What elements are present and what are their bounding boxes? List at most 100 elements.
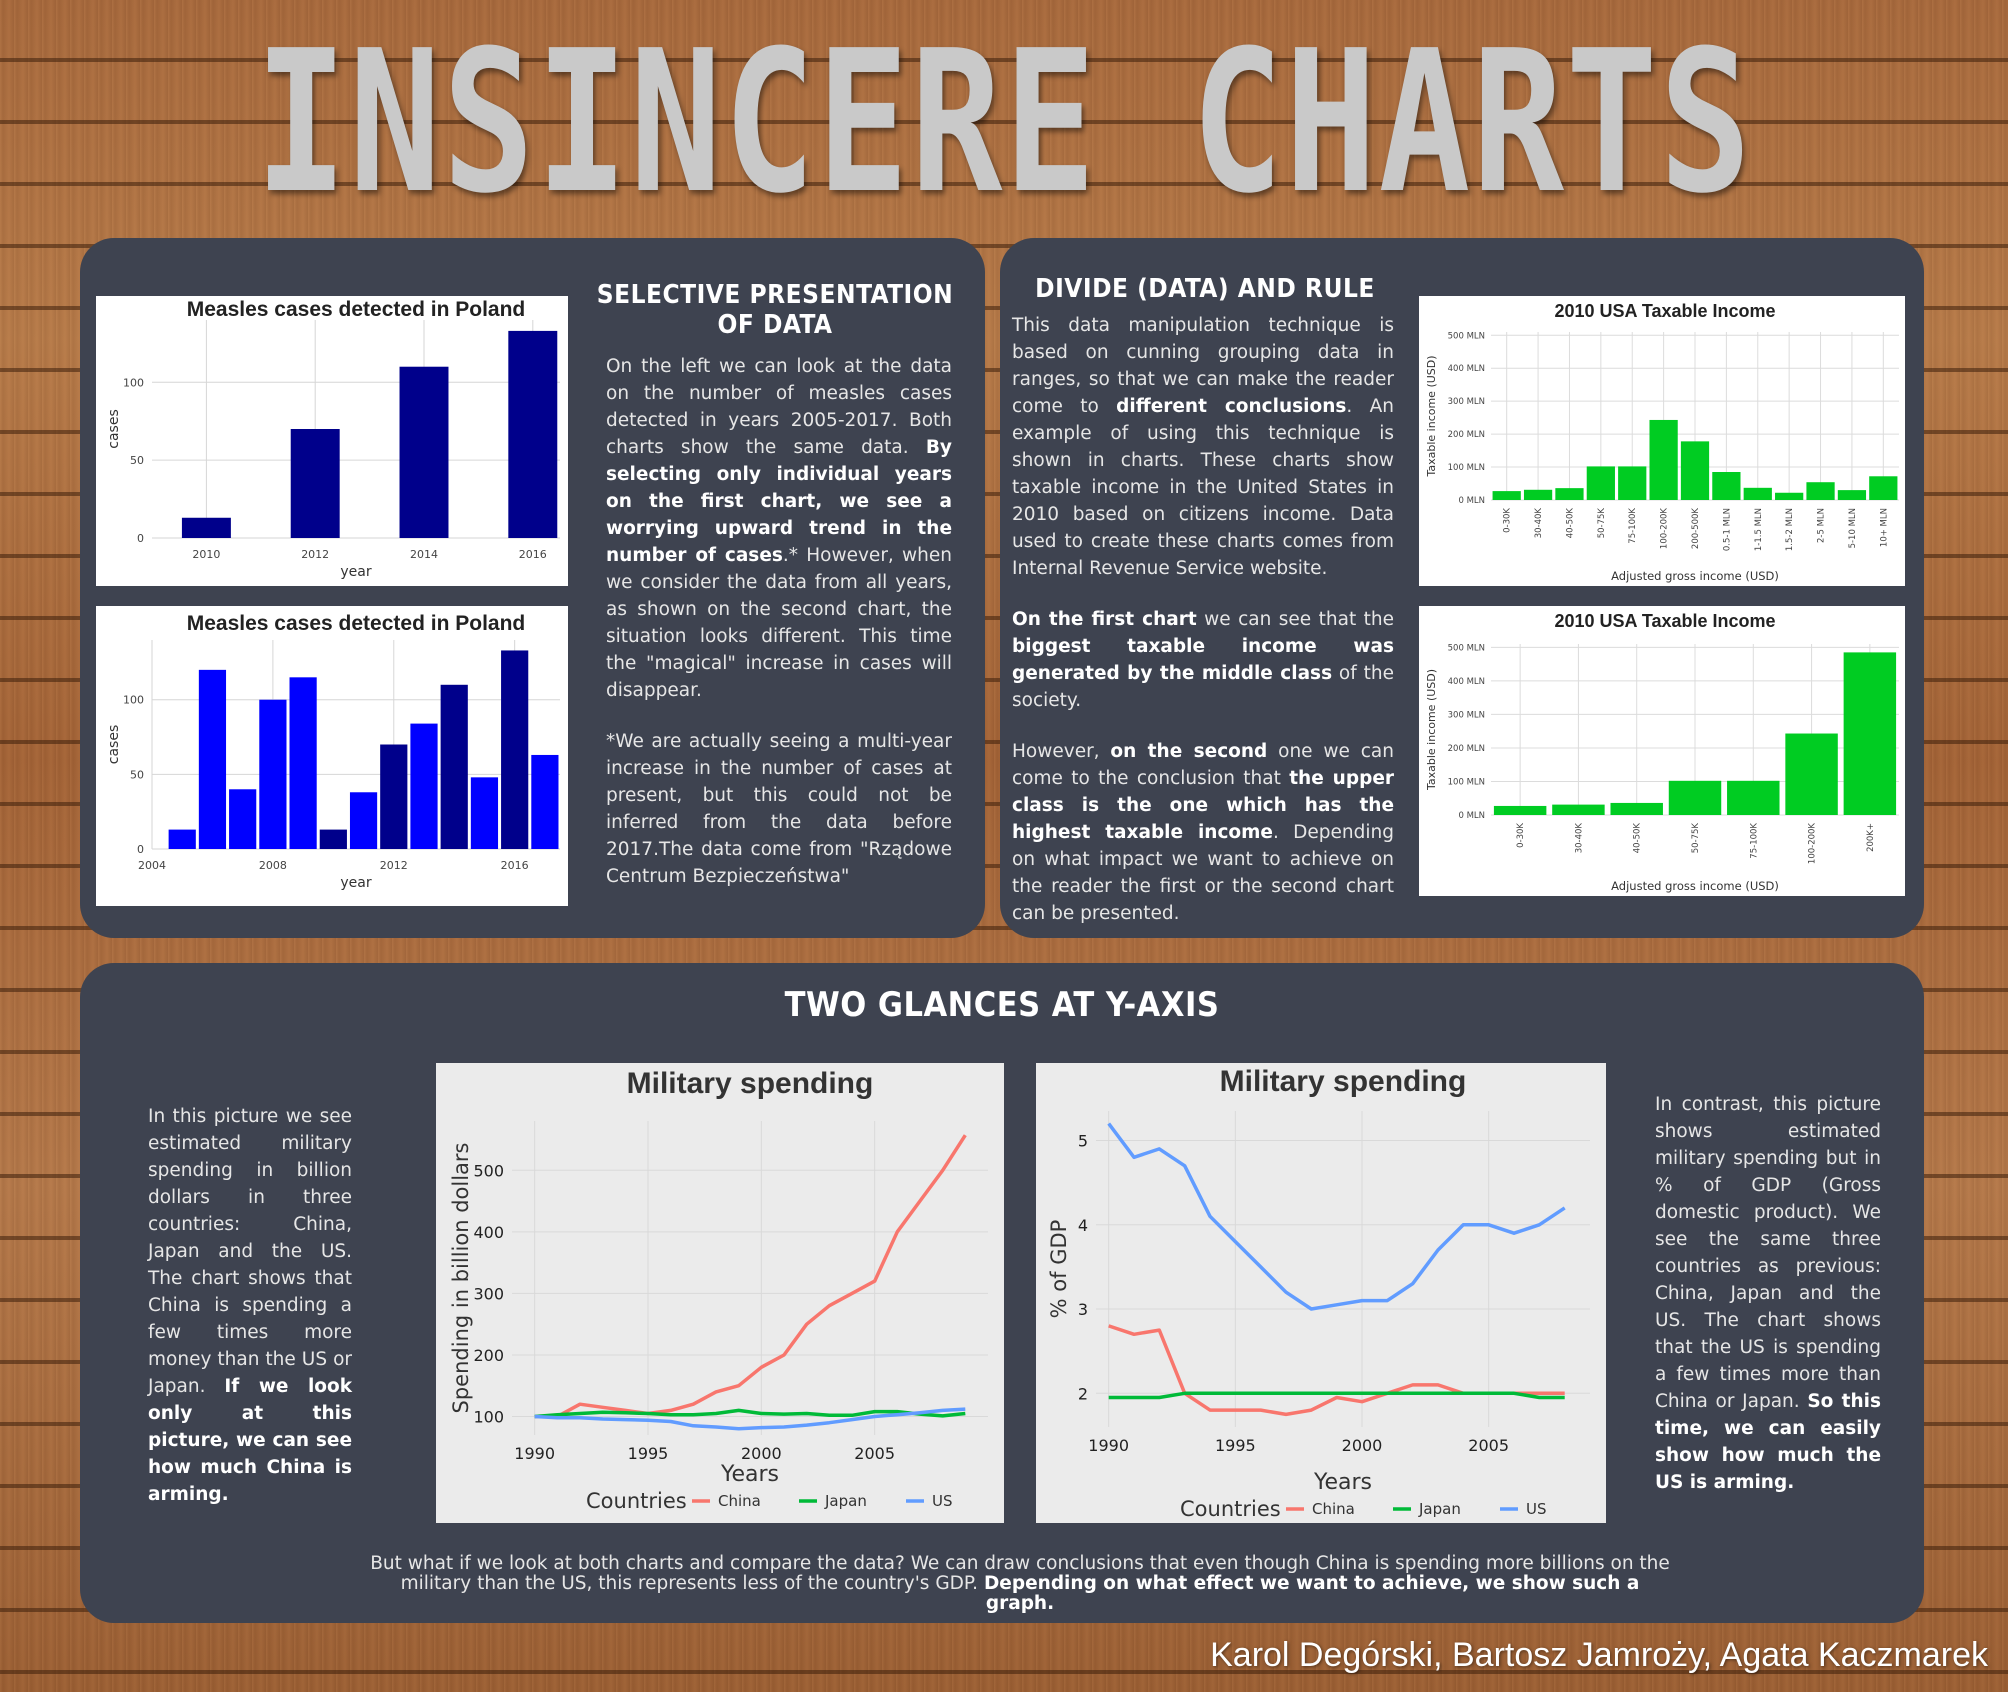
x-tick-label: 200K+	[1866, 823, 1876, 852]
bar	[168, 829, 196, 849]
measles-chart-all-years: Measles cases detected in Poland 0 50 100 20…	[96, 606, 568, 906]
y-tick-label: 300	[473, 1284, 504, 1303]
x-tick-label: 2012	[380, 859, 408, 872]
x-tick-label: 100-200K	[1660, 508, 1670, 550]
x-tick-label: 200-500K	[1691, 508, 1701, 550]
measles-chart-selected-years: Measles cases detected in Poland 0 50 100 20…	[96, 296, 568, 586]
authors: Karol Degórski, Bartosz Jamroży, Agata K…	[1210, 1636, 1988, 1674]
bar	[1493, 805, 1547, 815]
bar	[440, 684, 468, 849]
series-line-japan	[534, 1408, 966, 1419]
x-tick-label: 2-5 MLN	[1817, 508, 1827, 543]
y-axis-label: cases	[106, 725, 122, 764]
section-c-right-bold: So this time, we can easily show how muc…	[1655, 1391, 1882, 1493]
y-tick-label: 300 MLN	[1448, 710, 1485, 720]
y-tick-label: 500 MLN	[1448, 643, 1485, 653]
y-tick-label: 0 MLN	[1458, 496, 1485, 506]
bar	[181, 517, 231, 538]
measles-chart-1-svg: Measles cases detected in Poland 0 50 100 20…	[106, 298, 560, 580]
x-tick-label: 10+ MLN	[1879, 508, 1889, 547]
x-tick-label: 2005	[854, 1444, 895, 1463]
legend-label: Japan	[824, 1492, 867, 1510]
comparison-note: But what if we look at both charts and c…	[370, 1554, 1670, 1614]
bar	[349, 792, 378, 849]
bar	[229, 789, 257, 849]
bar	[290, 429, 340, 538]
x-tick-label: 2014	[410, 548, 438, 561]
chart-title: 2010 USA Taxable Income	[1554, 301, 1775, 321]
section-b-p3-d: the upper class is the one which has the…	[1012, 768, 1394, 843]
y-tick-label: 100	[473, 1408, 504, 1427]
x-axis-label: Adjusted gross income (USD)	[1611, 879, 1779, 893]
legend-label: China	[718, 1492, 761, 1510]
y-tick-label: 100	[123, 694, 144, 707]
section-b-text: This data manipulation technique is base…	[1012, 312, 1394, 951]
section-b-p2-a: On the first chart	[1012, 609, 1197, 630]
section-b-p3-a: However,	[1012, 741, 1111, 762]
section-a-footnote: *We are actually seeing a multi-year inc…	[606, 731, 952, 887]
chart-title: Military spending	[627, 1067, 874, 1100]
x-tick-label: 2012	[301, 548, 329, 561]
y-tick-label: 100	[123, 376, 144, 389]
x-tick-label: 30-40K	[1534, 508, 1544, 539]
bar	[1837, 490, 1867, 500]
x-tick-label: 2008	[259, 859, 287, 872]
chart-title: Measles cases detected in Poland	[187, 298, 525, 321]
y-tick-label: 2	[1078, 1384, 1088, 1403]
bar	[1610, 802, 1663, 815]
x-tick-label: 1990	[514, 1444, 555, 1463]
series-line-us	[1107, 1122, 1566, 1311]
x-axis-label: Years	[720, 1462, 779, 1487]
y-tick-label: 4	[1078, 1216, 1088, 1235]
y-tick-label: 500	[473, 1161, 504, 1180]
comparison-note-bold: Depending on what effect we want to achi…	[983, 1573, 1640, 1614]
y-axis-label: % of GDP	[1047, 1220, 1071, 1319]
section-c-heading: TWO GLANCES AT Y-AXIS	[784, 985, 1220, 1025]
y-tick-label: 400 MLN	[1448, 364, 1485, 374]
military-spending-billions-chart: Military spending 100 200 300 400 500 1990 1995…	[436, 1063, 1004, 1523]
panel-two-glances: TWO GLANCES AT Y-AXIS In this picture we…	[80, 963, 1924, 1623]
y-tick-label: 5	[1078, 1131, 1088, 1150]
page-title: INSINCERE CHARTS	[255, 9, 1753, 237]
y-tick-label: 200 MLN	[1448, 744, 1485, 754]
x-tick-label: 1.5-2 MLN	[1785, 508, 1795, 551]
x-axis-label: Years	[1313, 1470, 1372, 1495]
bar	[399, 366, 449, 538]
chart-title: Measles cases detected in Poland	[187, 612, 525, 635]
section-b-heading: DIVIDE (DATA) AND RULE	[1035, 274, 1375, 304]
x-axis-label: year	[340, 564, 371, 580]
bar	[1618, 466, 1647, 500]
bar	[501, 650, 529, 849]
section-b-p1-c: . An example of using this technique is …	[1012, 396, 1394, 579]
bar	[1775, 492, 1804, 500]
y-axis-label: Taxable income (USD)	[1425, 669, 1438, 791]
bar	[319, 829, 347, 849]
bar	[1869, 476, 1898, 500]
x-tick-label: 1995	[628, 1444, 669, 1463]
section-b-p2-c: biggest taxable income was generated by …	[1012, 636, 1394, 684]
x-tick-label: 2016	[519, 548, 547, 561]
section-a-text: On the left we can look at the data on t…	[606, 353, 952, 914]
section-b-p2-b: we can see that the	[1196, 609, 1394, 630]
income-chart-2-svg: 2010 USA Taxable Income 0 MLN 100 MLN 200 M…	[1425, 611, 1899, 893]
x-tick-label: 0-30K	[1503, 508, 1513, 533]
income-chart-1-svg: 2010 USA Taxable Income 0 MLN 100 MLN 200 M…	[1425, 301, 1899, 583]
legend-title: Countries	[586, 1489, 687, 1513]
bar	[1552, 804, 1605, 815]
bar	[1680, 441, 1710, 500]
legend-label: Japan	[1418, 1500, 1461, 1518]
bar	[531, 754, 559, 849]
bar	[1555, 488, 1584, 500]
y-tick-label: 200 MLN	[1448, 430, 1485, 440]
series-line-china	[534, 1134, 967, 1419]
series-line-japan	[1108, 1391, 1565, 1400]
income-chart-fine-ranges: 2010 USA Taxable Income 0 MLN 100 MLN 200 M…	[1419, 296, 1905, 586]
x-axis-label: year	[340, 875, 371, 891]
section-c-right-pre: In contrast, this picture shows estimate…	[1655, 1094, 1881, 1412]
y-tick-label: 50	[130, 454, 144, 467]
measles-chart-2-svg: Measles cases detected in Poland 0 50 100 20…	[106, 612, 560, 891]
legend-label: US	[932, 1492, 953, 1510]
y-tick-label: 100 MLN	[1448, 463, 1485, 473]
x-tick-label: 1995	[1215, 1436, 1256, 1455]
section-a-para1-start: On the left we can look at the data on t…	[606, 356, 952, 458]
